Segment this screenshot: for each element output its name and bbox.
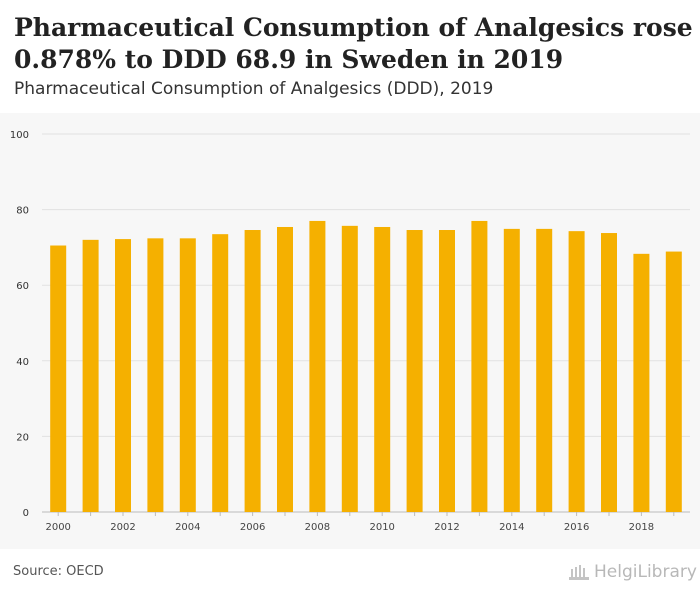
library-building-icon	[569, 565, 589, 580]
bar	[244, 230, 261, 512]
bar	[179, 238, 196, 512]
x-tick-label: 2018	[629, 522, 654, 533]
x-tick-label: 2016	[564, 522, 589, 533]
bar	[601, 233, 617, 512]
bar	[212, 234, 229, 513]
chart-title: Pharmaceutical Consumption of Analgesics…	[14, 13, 693, 74]
bar	[665, 251, 682, 513]
bar	[536, 228, 553, 512]
bar	[503, 228, 520, 512]
bar	[341, 225, 358, 512]
chart-subtitle: Pharmaceutical Consumption of Analgesics…	[14, 79, 494, 99]
y-tick-label: 0	[23, 508, 29, 519]
x-tick-label: 2012	[434, 522, 459, 533]
bar	[147, 238, 164, 512]
y-tick-label: 20	[16, 432, 29, 443]
y-tick-label: 60	[16, 281, 29, 292]
y-tick-label: 80	[16, 206, 29, 217]
source-label: Source: OECD	[13, 564, 104, 579]
bar	[277, 226, 293, 512]
chart-area: 0 20 40 60 80 100 2000 2002 2004 2006 2008 2010 2012…	[0, 113, 700, 549]
x-tick-label: 2008	[305, 522, 330, 533]
x-tick-label: 2004	[175, 522, 200, 533]
x-tick-label: 2006	[240, 522, 265, 533]
bar-chart: 0 20 40 60 80 100 2000 2002 2004 2006 2008 2010 2012…	[10, 130, 690, 533]
bar	[568, 231, 585, 512]
bar	[50, 245, 67, 512]
bar	[309, 220, 326, 512]
x-tick-label: 2010	[369, 522, 394, 533]
helgilibrary-logo[interactable]: HelgiLibrary	[568, 562, 697, 582]
bar	[633, 253, 650, 513]
bar	[471, 220, 488, 512]
x-tick-label: 2000	[45, 522, 70, 533]
x-tick-label: 2002	[110, 522, 135, 533]
bar	[82, 239, 99, 512]
bar	[374, 226, 391, 512]
brand-name: HelgiLibrary	[594, 562, 697, 582]
y-tick-label: 40	[16, 357, 29, 368]
x-tick-label: 2014	[499, 522, 524, 533]
bar	[439, 230, 455, 512]
y-tick-label: 100	[10, 130, 29, 141]
bar	[406, 230, 423, 512]
bar	[115, 239, 131, 513]
